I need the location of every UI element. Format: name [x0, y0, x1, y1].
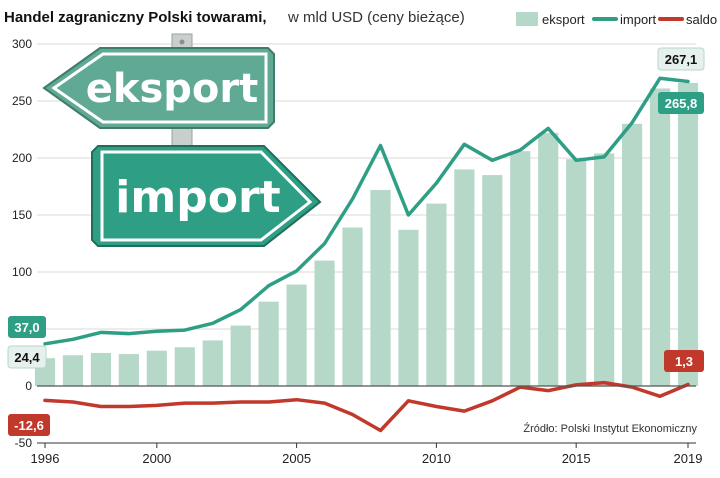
x-tick-label-2015: 2015: [562, 451, 591, 466]
bar-eksport-2009: [398, 229, 419, 386]
chart-title: Handel zagraniczny Polski towarami,: [4, 9, 267, 26]
bar-eksport-2011: [454, 169, 475, 386]
callout-eksport-first: 24,4: [7, 345, 47, 369]
y-tick-label-250: 250: [12, 94, 32, 108]
bar-eksport-2018: [649, 88, 671, 387]
bar-eksport-2016: [594, 153, 615, 386]
callout-eksport-last: 265,8: [658, 92, 704, 114]
legend-label-import: import: [620, 12, 657, 27]
bar-eksport-1998: [90, 352, 112, 386]
bar-eksport-2010: [426, 203, 447, 386]
bar-eksport-1999: [118, 354, 139, 386]
callout-import-first-text: 37,0: [14, 320, 39, 335]
callout-saldo-last-box: [664, 350, 704, 372]
sign-eksport: [42, 47, 275, 129]
y-tick-label-150: 150: [12, 208, 32, 222]
x-tick-label-2005: 2005: [282, 451, 311, 466]
signpost-illustration: eksport import: [42, 33, 322, 247]
callout-saldo-last: 1,3: [664, 350, 704, 372]
chart-subtitle: w mld USD (ceny bieżące): [287, 9, 465, 26]
bar-eksport-2003: [230, 325, 251, 386]
legend-label-saldo: saldo: [686, 12, 717, 27]
source-note: Źródło: Polski Instytut Ekonomiczny: [523, 422, 697, 435]
bar-eksport-2006: [314, 260, 335, 386]
bar-eksport-2017: [621, 123, 643, 387]
eksport-bars: [34, 82, 699, 387]
callout-saldo-first-text: -12,6: [14, 418, 44, 433]
callout-saldo-first-box: [8, 414, 50, 436]
sign-import-border: [100, 150, 313, 242]
y-tick-label--50: -50: [15, 436, 33, 450]
y-tick-label-0: 0: [25, 379, 32, 393]
x-tick-label-2019: 2019: [674, 451, 703, 466]
legend: eksport import saldo: [516, 12, 717, 27]
legend-swatch-eksport: [516, 12, 538, 26]
callout-saldo-last-text: 1,3: [675, 354, 693, 369]
legend-label-eksport: eksport: [542, 12, 585, 27]
y-tick-label-200: 200: [12, 151, 32, 165]
callout-import-first: 37,0: [8, 316, 46, 338]
bar-eksport-2007: [342, 227, 363, 386]
bar-eksport-2014: [538, 132, 559, 386]
bar-eksport-2005: [286, 284, 307, 386]
bar-eksport-2000: [146, 350, 167, 386]
y-tick-label-300: 300: [12, 37, 32, 51]
x-tick-label-2000: 2000: [142, 451, 171, 466]
bar-eksport-2008: [370, 189, 391, 386]
sign-import-text: import: [115, 172, 280, 223]
y-tick-label-100: 100: [12, 265, 32, 279]
bar-eksport-2019: [677, 82, 699, 386]
bar-eksport-2013: [510, 151, 531, 386]
callout-import-last: 267,1: [657, 47, 705, 71]
callout-eksport-first-text: 24,4: [14, 350, 40, 365]
callout-import-last-box: [657, 47, 705, 71]
callout-saldo-first: -12,6: [8, 414, 50, 436]
bar-eksport-2004: [258, 301, 279, 386]
sign-eksport-border: [51, 52, 268, 124]
series-lines: [43, 76, 690, 433]
x-tick-label-2010: 2010: [422, 451, 451, 466]
sign-eksport-text: eksport: [86, 66, 259, 112]
line-saldo: [43, 380, 690, 433]
callout-import-first-box: [8, 316, 46, 338]
callout-eksport-first-box: [7, 345, 47, 369]
callout-import-last-text: 267,1: [665, 52, 698, 67]
bar-eksport-2002: [202, 340, 223, 386]
bar-eksport-2012: [482, 175, 503, 386]
callout-eksport-last-text: 265,8: [665, 96, 698, 111]
x-tick-label-1996: 1996: [31, 451, 60, 466]
bar-eksport-2001: [174, 347, 195, 386]
sign-import: [91, 145, 322, 247]
bar-eksport-1997: [62, 355, 84, 386]
bar-eksport-2015: [566, 159, 587, 386]
line-import: [43, 76, 690, 346]
axes: 300250200150100500-501996200020052010201…: [12, 37, 702, 466]
callout-eksport-last-box: [658, 92, 704, 114]
sign-pole-bolt: [179, 39, 185, 45]
